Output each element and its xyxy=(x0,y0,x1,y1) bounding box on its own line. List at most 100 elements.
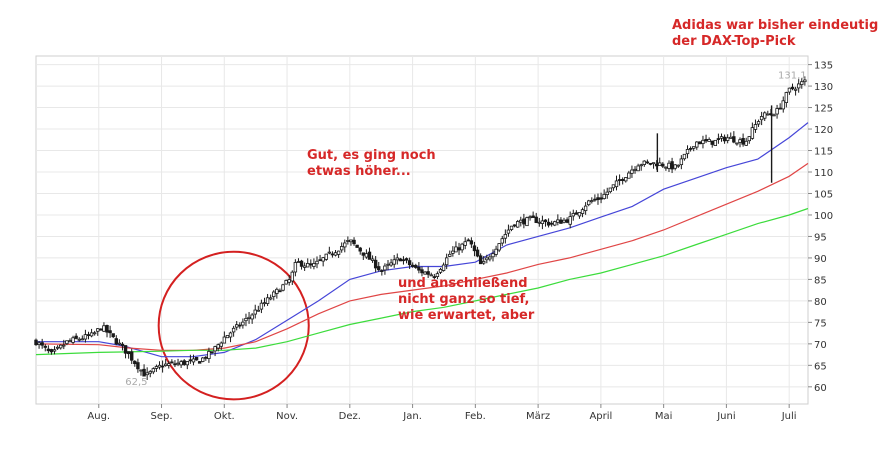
candle-body xyxy=(685,149,690,155)
candle-body xyxy=(228,332,233,338)
candle-body xyxy=(500,238,504,244)
candle-body xyxy=(463,241,467,246)
candle-body xyxy=(34,339,38,346)
candle-body xyxy=(608,187,613,193)
candle-body xyxy=(475,249,480,257)
candle-body xyxy=(167,363,171,366)
candle-body xyxy=(151,368,156,373)
x-tick-label: Mai xyxy=(655,411,673,422)
candle-body xyxy=(574,212,579,215)
candle-body xyxy=(624,177,628,182)
price-labels: 131,1 62,5 xyxy=(125,70,806,388)
candle-body xyxy=(525,217,529,227)
candle-body xyxy=(49,349,54,353)
price-extreme-label: 131,1 xyxy=(778,70,807,81)
candle-body xyxy=(593,198,597,201)
candle-body xyxy=(349,239,353,243)
y-tick-label: 80 xyxy=(814,297,827,308)
candle-body xyxy=(262,302,267,305)
candle-body xyxy=(775,108,779,115)
candle-body xyxy=(380,270,384,272)
y-tick-label: 60 xyxy=(814,383,827,394)
candle-body xyxy=(142,368,146,377)
candle-body xyxy=(735,142,739,145)
candle-body xyxy=(423,271,427,275)
candle-body xyxy=(296,261,301,263)
candle-body xyxy=(537,221,542,224)
candle-body xyxy=(580,209,585,214)
candle-body xyxy=(346,240,350,242)
candle-body xyxy=(210,351,214,354)
candle-body xyxy=(225,335,230,339)
candle-body xyxy=(74,335,78,339)
candle-body xyxy=(556,219,560,223)
x-tick-label: Dez. xyxy=(339,411,361,422)
candle-body xyxy=(670,161,674,170)
candle-body xyxy=(562,219,566,223)
candle-body xyxy=(185,361,190,366)
candle-body xyxy=(309,263,313,266)
candle-body xyxy=(293,262,298,273)
candle-body xyxy=(793,88,798,91)
y-tick-label: 115 xyxy=(814,147,833,158)
candle-body xyxy=(753,124,758,130)
candle-body xyxy=(259,302,264,310)
x-tick-label: Jan. xyxy=(402,411,422,422)
ma-line-ma_long xyxy=(35,207,809,356)
candle-body xyxy=(426,271,430,275)
axes: 60 65 70 75 80 85 90 95 100 105 110 115 120 125 130 135… xyxy=(87,61,833,422)
candle-body xyxy=(404,258,409,261)
candle-body xyxy=(611,184,616,189)
candle-body xyxy=(170,361,174,364)
candle-body xyxy=(401,259,406,262)
candle-body xyxy=(549,222,554,225)
candle-body xyxy=(494,248,498,255)
y-tick-label: 125 xyxy=(814,104,833,115)
candle-body xyxy=(105,325,109,333)
candle-body xyxy=(89,332,94,337)
candle-body xyxy=(355,244,359,248)
candle-body xyxy=(577,212,582,217)
candle-body xyxy=(503,234,508,239)
candle-body xyxy=(472,245,477,252)
candle-body xyxy=(133,360,137,365)
candle-body xyxy=(732,136,736,143)
candle-body xyxy=(620,179,625,181)
candle-body xyxy=(52,349,57,352)
candle-body xyxy=(420,269,424,274)
candle-body xyxy=(602,193,606,200)
candle-body xyxy=(120,343,125,346)
candle-body xyxy=(284,280,288,285)
candle-body xyxy=(432,276,437,278)
candle-body xyxy=(194,356,199,361)
candle-body xyxy=(154,366,159,369)
candle-body xyxy=(364,253,369,258)
candle-body xyxy=(108,330,112,334)
x-tick-label: Feb. xyxy=(465,411,486,422)
candle-body xyxy=(528,216,532,219)
candle-body xyxy=(790,86,795,90)
candle-body xyxy=(787,87,792,93)
grid xyxy=(35,55,809,405)
candle-body xyxy=(781,100,785,110)
candle-body xyxy=(636,165,640,172)
candle-body xyxy=(139,369,143,372)
candle-body xyxy=(55,346,60,349)
candle-body xyxy=(707,139,711,142)
candle-body xyxy=(729,136,733,139)
candle-body xyxy=(497,243,501,251)
candle-body xyxy=(290,271,294,282)
candle-body xyxy=(485,257,489,261)
x-tick-label: Okt. xyxy=(214,411,235,422)
price-extreme-label: 62,5 xyxy=(125,377,147,388)
annotation-bottom-line2: nicht ganz so tief, xyxy=(398,292,530,307)
candle-body xyxy=(395,257,399,261)
candle-body xyxy=(204,356,208,359)
candle-body xyxy=(339,246,344,251)
candle-body xyxy=(587,200,591,206)
candle-body xyxy=(534,216,538,223)
annotation-middle-line1: Gut, es ging noch xyxy=(307,148,436,163)
candle-body xyxy=(435,273,440,278)
candle-body xyxy=(268,297,273,300)
